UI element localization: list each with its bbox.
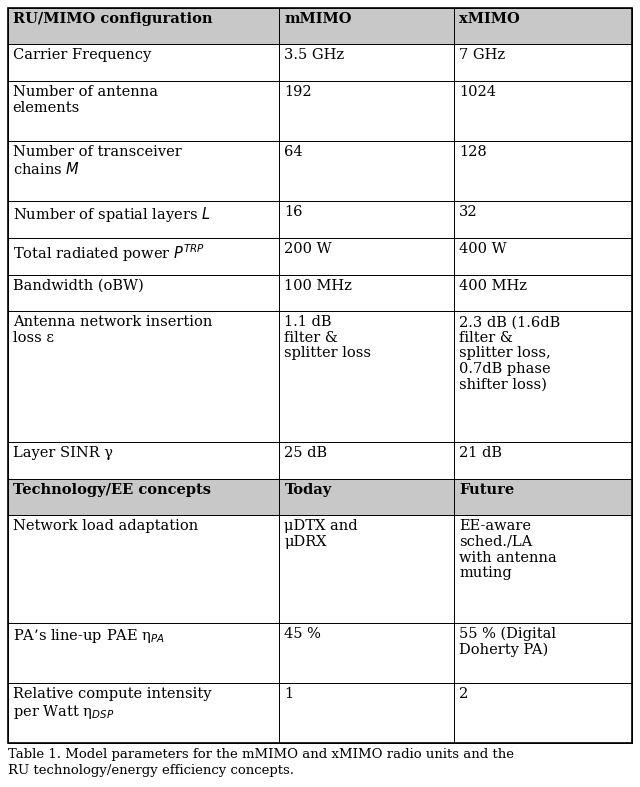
Text: 55 % (Digital
Doherty PA): 55 % (Digital Doherty PA) [460, 626, 556, 657]
Text: EE-aware
sched./LA
with antenna
muting: EE-aware sched./LA with antenna muting [460, 519, 557, 580]
Bar [454, 81, 632, 141]
Text: Layer SINR γ: Layer SINR γ [13, 446, 113, 460]
Text: 21 dB: 21 dB [460, 446, 502, 460]
Bar [280, 81, 454, 141]
Text: 2: 2 [460, 687, 468, 700]
Bar [8, 623, 280, 683]
Bar [454, 623, 632, 683]
Text: Number of spatial layers $L$: Number of spatial layers $L$ [13, 205, 210, 224]
Text: Technology/EE concepts: Technology/EE concepts [13, 482, 211, 497]
Bar [8, 238, 280, 275]
Bar [280, 141, 454, 201]
Bar [280, 442, 454, 478]
Bar [454, 141, 632, 201]
Text: 16: 16 [284, 205, 303, 220]
Text: Network load adaptation: Network load adaptation [13, 519, 198, 534]
Bar [8, 311, 280, 442]
Text: 200 W: 200 W [284, 242, 332, 256]
Bar [454, 44, 632, 81]
Bar [454, 311, 632, 442]
Bar [8, 275, 280, 311]
Text: Carrier Frequency: Carrier Frequency [13, 49, 151, 62]
Bar [280, 623, 454, 683]
Bar [280, 8, 454, 44]
Bar [8, 8, 280, 44]
Bar [454, 683, 632, 743]
Text: 45 %: 45 % [284, 626, 321, 641]
Text: 2.3 dB (1.6dB
filter &
splitter loss,
0.7dB phase
shifter loss): 2.3 dB (1.6dB filter & splitter loss, 0.… [460, 315, 561, 392]
Text: Table 1. Model parameters for the mMIMO and xMIMO radio units and the
RU technol: Table 1. Model parameters for the mMIMO … [8, 748, 514, 777]
Bar [454, 201, 632, 238]
Text: mMIMO: mMIMO [284, 12, 352, 26]
Text: 100 MHz: 100 MHz [284, 279, 352, 293]
Text: 64: 64 [284, 146, 303, 159]
Bar [454, 478, 632, 515]
Text: 192: 192 [284, 85, 312, 99]
Text: 1.1 dB
filter &
splitter loss: 1.1 dB filter & splitter loss [284, 315, 371, 360]
Text: 128: 128 [460, 146, 487, 159]
Text: Today: Today [284, 482, 332, 497]
Text: Future: Future [460, 482, 515, 497]
Bar [280, 44, 454, 81]
Bar [8, 442, 280, 478]
Bar [454, 515, 632, 623]
Bar [454, 442, 632, 478]
Bar [454, 8, 632, 44]
Bar [8, 515, 280, 623]
Text: PA’s line-up PAE η$_{PA}$: PA’s line-up PAE η$_{PA}$ [13, 626, 165, 645]
Bar [8, 44, 280, 81]
Text: Total radiated power $P^{TRP}$: Total radiated power $P^{TRP}$ [13, 242, 205, 264]
Text: Number of antenna
elements: Number of antenna elements [13, 85, 157, 115]
Text: RU/MIMO configuration: RU/MIMO configuration [13, 12, 212, 26]
Bar [280, 311, 454, 442]
Bar [8, 478, 280, 515]
Text: 3.5 GHz: 3.5 GHz [284, 49, 344, 62]
Text: Antenna network insertion
loss ε: Antenna network insertion loss ε [13, 315, 212, 345]
Text: 25 dB: 25 dB [284, 446, 328, 460]
Text: 1024: 1024 [460, 85, 496, 99]
Text: Relative compute intensity
per Watt η$_{DSP}$: Relative compute intensity per Watt η$_{… [13, 687, 211, 721]
Text: 400 W: 400 W [460, 242, 507, 256]
Text: 400 MHz: 400 MHz [460, 279, 527, 293]
Text: 7 GHz: 7 GHz [460, 49, 506, 62]
Text: 1: 1 [284, 687, 294, 700]
Bar [280, 515, 454, 623]
Bar [8, 201, 280, 238]
Bar [280, 478, 454, 515]
Bar [280, 275, 454, 311]
Text: Bandwidth (oBW): Bandwidth (oBW) [13, 279, 143, 293]
Bar [280, 238, 454, 275]
Text: μDTX and
μDRX: μDTX and μDRX [284, 519, 358, 549]
Text: Number of transceiver
chains $M$: Number of transceiver chains $M$ [13, 146, 181, 177]
Bar [454, 238, 632, 275]
Bar [8, 141, 280, 201]
Text: 32: 32 [460, 205, 478, 220]
Text: xMIMO: xMIMO [460, 12, 520, 26]
Bar [454, 275, 632, 311]
Bar [280, 683, 454, 743]
Bar [8, 683, 280, 743]
Bar [8, 81, 280, 141]
Bar [280, 201, 454, 238]
